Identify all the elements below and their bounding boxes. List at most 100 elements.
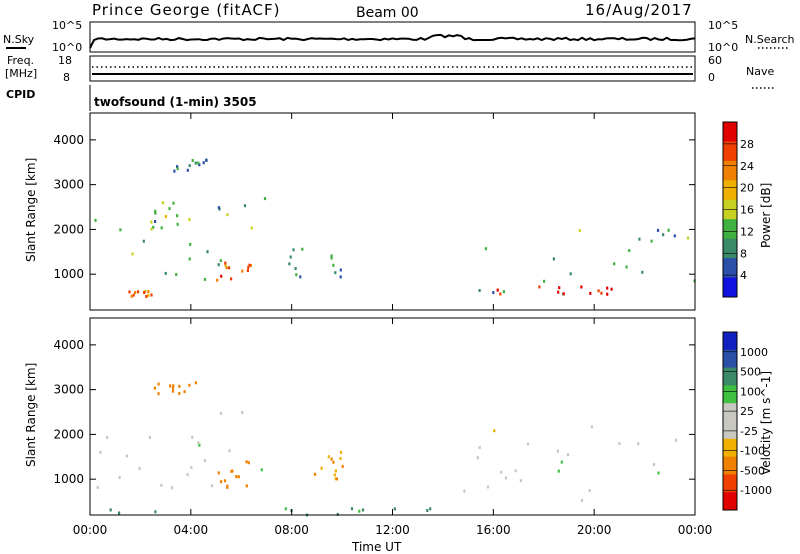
- echo-cell: [96, 485, 99, 489]
- colorbar-segment: [723, 332, 737, 351]
- echo-cell: [125, 454, 128, 458]
- echo-cell: [336, 512, 339, 516]
- echo-cell: [393, 507, 396, 511]
- echo-cell: [194, 161, 197, 165]
- echo-cell: [260, 468, 263, 472]
- echo-cell: [191, 159, 194, 162]
- echo-cell: [225, 266, 228, 270]
- echo-cell: [130, 294, 133, 298]
- echo-cell: [552, 257, 555, 261]
- echo-cell: [589, 291, 592, 295]
- colorbar-tick-label: -25: [740, 425, 758, 438]
- echo-cell: [578, 229, 581, 233]
- echo-cell: [339, 457, 342, 460]
- echo-cell: [560, 460, 563, 464]
- echo-cell: [662, 233, 665, 237]
- colorbar-segment: [723, 438, 737, 458]
- power-panel: 1000 2000 3000 4000 Slant Range [km] 28 24 20…: [24, 112, 773, 311]
- echo-cell: [247, 461, 250, 465]
- echo-cell: [202, 161, 205, 165]
- echo-cell: [145, 295, 148, 298]
- echo-cell: [610, 287, 613, 291]
- echo-cell: [340, 450, 343, 454]
- echo-cell: [175, 273, 178, 276]
- echo-cell: [186, 473, 189, 477]
- echo-cell: [557, 290, 560, 294]
- echo-cell: [606, 292, 609, 296]
- echo-cell: [230, 277, 233, 281]
- echo-cell: [514, 469, 517, 473]
- echo-cell: [606, 286, 609, 290]
- echo-cell: [650, 239, 653, 243]
- echo-cell: [143, 291, 146, 295]
- echo-cell: [558, 286, 561, 290]
- echo-cell: [217, 206, 220, 210]
- velocity-y-axis: 1000 2000 3000 4000: [53, 338, 695, 486]
- echo-cell: [566, 453, 570, 457]
- echo-cell: [132, 293, 135, 297]
- echo-cell: [263, 197, 267, 201]
- colorbar-segment: [723, 277, 737, 298]
- freq-bottom-tick: 8: [63, 71, 70, 84]
- echo-cell: [224, 261, 227, 265]
- echo-cell: [569, 272, 572, 276]
- echo-cell: [638, 237, 641, 241]
- echo-cell: [249, 264, 252, 267]
- echo-cell: [173, 169, 176, 173]
- nave-bottom-tick: 0: [708, 71, 715, 84]
- colorbar-tick-label: 1000: [740, 346, 768, 359]
- echo-cell: [618, 442, 621, 445]
- x-tick-label: 04:00: [174, 523, 209, 537]
- velocity-colorbar-label: Velocity [m s^-1]: [759, 371, 773, 475]
- echo-cell: [330, 256, 333, 260]
- echo-cell: [332, 263, 335, 267]
- echo-cell: [526, 442, 530, 446]
- echo-cell: [246, 269, 249, 272]
- y-tick-label: 3000: [53, 178, 84, 192]
- y-tick-label: 2000: [53, 427, 84, 441]
- echo-cell: [538, 285, 541, 289]
- echo-cell: [332, 460, 335, 464]
- echo-cell: [203, 277, 207, 281]
- echo-cell: [543, 279, 546, 283]
- velocity-panel: 1000 2000 3000 4000 Slant Range [km] 1000 50…: [24, 317, 773, 517]
- echo-cell: [492, 291, 495, 295]
- echo-cell: [172, 384, 175, 388]
- echo-cell: [154, 209, 157, 213]
- colorbar-segment: [723, 238, 737, 259]
- echo-cell: [613, 262, 616, 266]
- cpid-row: CPID twofsound (1-min) 3505: [6, 85, 257, 111]
- colorbar-tick-label: 8: [740, 247, 747, 260]
- echo-cell: [299, 275, 302, 279]
- echo-cell: [358, 509, 361, 513]
- echo-cell: [333, 473, 336, 477]
- echo-cell: [226, 213, 229, 217]
- echo-cell: [245, 484, 248, 488]
- colorbar-tick-label: 12: [740, 225, 754, 238]
- echo-cell: [493, 429, 496, 433]
- echo-cell: [94, 218, 97, 222]
- colorbar-tick-label: -500: [740, 464, 765, 477]
- echo-cell: [164, 271, 167, 275]
- echo-cell: [241, 411, 244, 415]
- echo-cell: [600, 291, 603, 295]
- echo-cell: [210, 484, 213, 488]
- echo-cell: [118, 511, 121, 515]
- echo-cell: [288, 262, 291, 266]
- echo-cell: [99, 450, 102, 454]
- echo-cell: [243, 204, 247, 208]
- echo-cell: [597, 289, 600, 293]
- nsky-top-tick: 10^5: [52, 19, 82, 32]
- echo-cell: [154, 510, 157, 514]
- freq-top-tick: 18: [58, 54, 72, 67]
- echo-cell: [160, 483, 163, 487]
- echo-cell: [588, 489, 591, 493]
- echo-cell: [164, 215, 167, 218]
- echo-cell: [219, 259, 222, 263]
- echo-cell: [150, 227, 153, 231]
- freq-unit: [MHz]: [5, 67, 37, 80]
- echo-cell: [334, 469, 337, 473]
- x-tick-label: 00:00: [678, 523, 713, 537]
- echo-cell: [580, 285, 583, 289]
- echo-cell: [171, 386, 175, 390]
